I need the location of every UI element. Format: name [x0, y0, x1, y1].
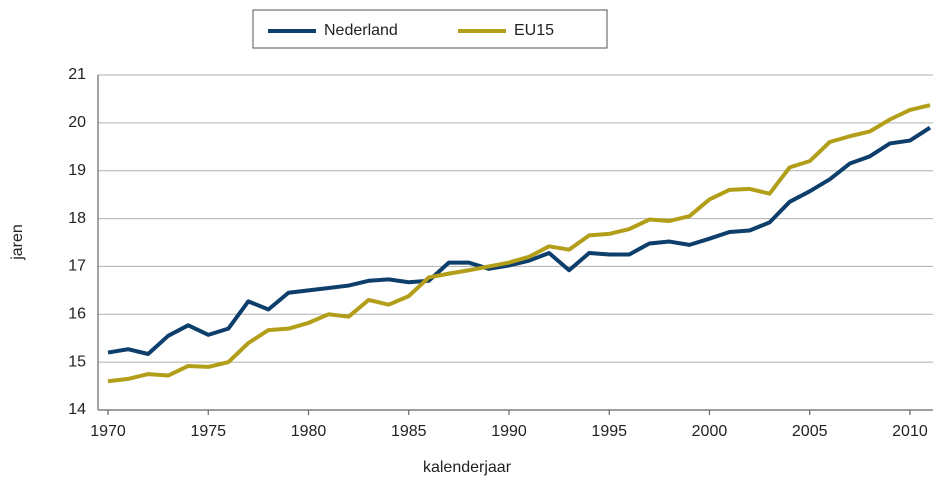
y-tick-label: 20 — [68, 114, 86, 131]
legend-label: EU15 — [514, 22, 554, 39]
y-tick-label: 19 — [68, 162, 86, 179]
series-line — [107, 103, 931, 384]
x-axis-label: kalenderjaar — [423, 459, 512, 476]
y-tick-label: 14 — [68, 401, 86, 418]
x-tick-label: 1985 — [391, 423, 427, 440]
x-tick-label: 1970 — [90, 423, 126, 440]
y-tick-label: 21 — [68, 66, 86, 83]
x-tick-label: 2000 — [692, 423, 728, 440]
x-tick-label: 1995 — [591, 423, 627, 440]
x-tick-label: 1990 — [491, 423, 527, 440]
x-tick-label: 2010 — [892, 423, 928, 440]
y-tick-label: 15 — [68, 353, 86, 370]
y-tick-label: 18 — [68, 210, 86, 227]
x-tick-label: 2005 — [792, 423, 828, 440]
x-tick-label: 1975 — [190, 423, 226, 440]
y-tick-label: 17 — [68, 258, 86, 275]
series-line — [107, 125, 932, 357]
y-tick-label: 16 — [68, 306, 86, 323]
y-axis-label: jaren — [9, 224, 26, 261]
legend-label: Nederland — [324, 22, 398, 39]
x-tick-label: 1980 — [291, 423, 327, 440]
